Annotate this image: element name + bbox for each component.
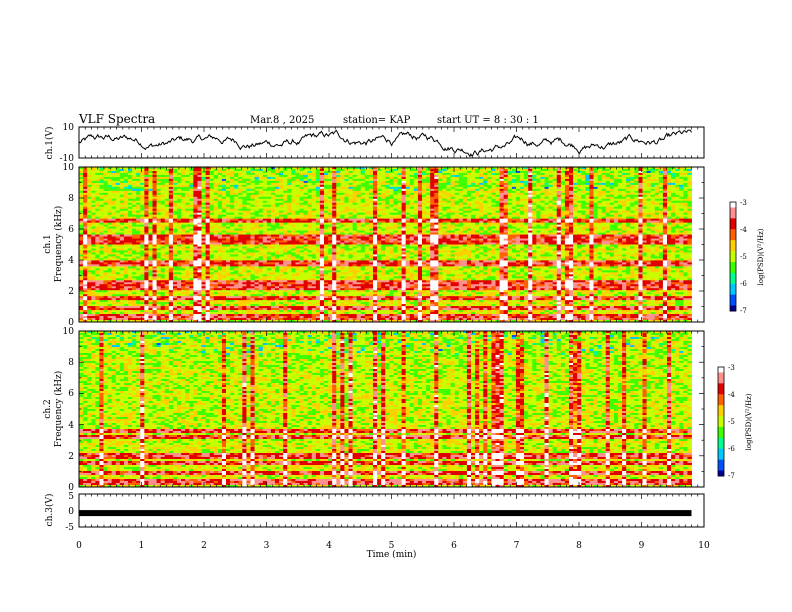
x-axis: 0 1 2 3 4 5 6 7 8 9 10 Time (min) (76, 541, 710, 560)
x-axis-label: Time (min) (367, 549, 417, 560)
xtick-0: 0 (76, 541, 82, 551)
xtick-4: 4 (326, 541, 332, 551)
station-label: station= KAP (343, 115, 411, 126)
ch1-colorbar-gradient (730, 202, 736, 312)
cb2-tick-m4: -4 (728, 391, 735, 399)
xtick-5: 5 (389, 541, 395, 551)
ch2-spectrogram-image (79, 331, 692, 487)
ch2-spectrogram-channel-label: ch.2 (43, 399, 53, 418)
xtick-2: 2 (201, 541, 207, 551)
ch1-ytick-top: 10 (63, 123, 75, 133)
ch2-spectrogram-panel: ch.2 Frequency (kHz) (43, 330, 705, 488)
ch1-colorbar: -3 -4 -5 -6 -7 log(PSD)(V²/Hz) (729, 199, 765, 315)
cb1-tick-m3: -3 (740, 199, 747, 207)
spectrogram-ytick-labels: 10 8 6 4 2 0 10 8 6 4 2 0 (63, 163, 75, 493)
xtick-3: 3 (264, 541, 270, 551)
cb1-tick-m6: -6 (740, 280, 747, 288)
cb1-tick-m4: -4 (740, 226, 747, 234)
cb2-tick-m5: -5 (728, 418, 735, 426)
ch1-spectrogram-ticks (78, 166, 705, 323)
xtick-6: 6 (451, 541, 457, 551)
ch1-spectrogram-channel-label: ch.1 (43, 234, 53, 253)
ch1-spectrogram-ylabel: Frequency (kHz) (53, 206, 64, 283)
sp1-ytick-8: 8 (68, 194, 74, 204)
cb1-tick-m5: -5 (740, 253, 747, 261)
ch2-colorbar-gradient (718, 367, 724, 477)
ch3-ytick-top: 5 (68, 492, 74, 502)
cb2-tick-m6: -6 (728, 445, 735, 453)
ch3-waveform-line (79, 510, 692, 517)
ch1-waveform-ylabel: ch.1(V) (44, 127, 55, 160)
ch1-ytick-bottom: -10 (60, 154, 75, 164)
cb2-tick-m7: -7 (728, 472, 735, 480)
sp2-ytick-8: 8 (68, 358, 74, 368)
ch2-spectrogram-ylabel: Frequency (kHz) (53, 371, 64, 448)
xtick-9: 9 (639, 541, 645, 551)
ch1-spectrogram-image (79, 167, 692, 322)
ch2-colorbar: -3 -4 -5 -6 -7 log(PSD)(V²/Hz) (717, 364, 753, 480)
xtick-10: 10 (698, 541, 710, 551)
cb1-label: log(PSD)(V²/Hz) (757, 228, 765, 285)
sp2-ytick-4: 4 (68, 421, 74, 431)
start-ut-label: start UT = 8 : 30 : 1 (437, 115, 539, 126)
ch3-ytick-mid: 0 (68, 507, 74, 517)
sp2-ytick-2: 2 (68, 452, 74, 462)
cb2-tick-m3: -3 (728, 364, 735, 372)
sp2-ytick-0: 0 (68, 483, 74, 493)
date-label: Mar.8 , 2025 (250, 115, 314, 126)
figure-title: VLF Spectra (78, 112, 155, 126)
sp1-ytick-6: 6 (68, 225, 74, 235)
ch3-waveform-panel: 5 0 -5 ch.3(V) (44, 492, 705, 533)
xtick-1: 1 (139, 541, 145, 551)
sp1-ytick-2: 2 (68, 287, 74, 297)
ch1-spectrogram-panel: ch.1 Frequency (kHz) (43, 166, 705, 323)
ch3-waveform-ylabel: ch.3(V) (44, 494, 55, 527)
sp1-ytick-10: 10 (63, 163, 75, 173)
sp1-ytick-0: 0 (68, 318, 74, 328)
ch3-ytick-bottom: -5 (65, 523, 74, 533)
sp2-ytick-6: 6 (68, 389, 74, 399)
sp1-ytick-4: 4 (68, 256, 74, 266)
ch1-waveform-line (78, 129, 692, 158)
cb2-label: log(PSD)(V²/Hz) (745, 393, 753, 450)
ch1-waveform-panel: 10 -10 ch.1(V) (44, 123, 705, 164)
ch3-ticks (78, 494, 705, 527)
ch1-xticks (78, 127, 705, 158)
sp2-ytick-10: 10 (63, 327, 75, 337)
ch2-spectrogram-ticks (78, 330, 705, 488)
xtick-8: 8 (576, 541, 582, 551)
xtick-7: 7 (514, 541, 520, 551)
cb1-tick-m7: -7 (740, 307, 747, 315)
